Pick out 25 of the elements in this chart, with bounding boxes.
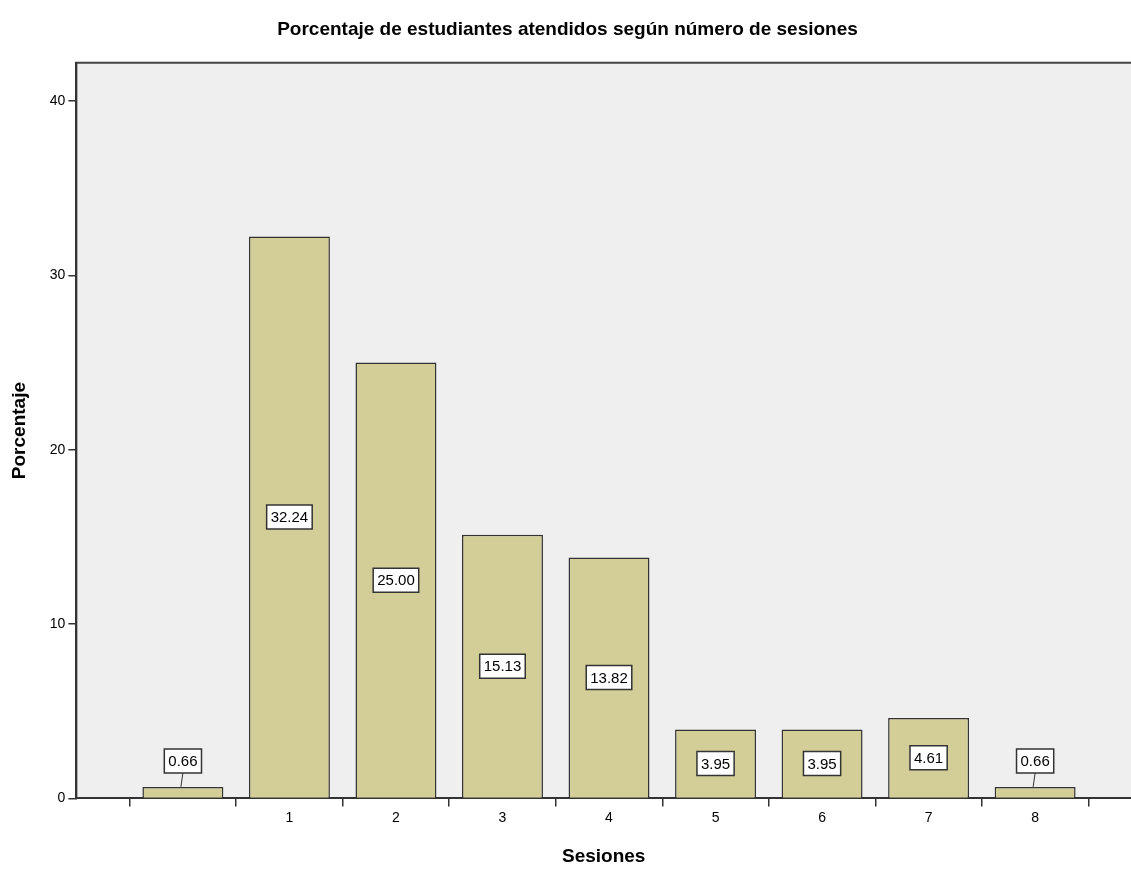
x-tick-label: 3 [498,808,507,825]
y-axis-title: Porcentaje [7,382,29,480]
x-tick-label: 1 [285,808,294,825]
data-label: 0.66 [168,752,198,770]
data-label: 25.00 [377,571,415,589]
x-tick-label: 4 [605,808,614,825]
x-tick-label: 6 [818,808,827,825]
y-tick-label: 20 [49,440,66,457]
x-tick-label: 5 [711,808,720,825]
y-tick-label: 40 [49,92,66,109]
data-label: 32.24 [270,508,309,526]
data-label: 15.13 [483,657,522,675]
y-tick-label: 0 [57,789,66,806]
data-label: 0.66 [1020,752,1050,770]
x-tick-label: 2 [392,808,401,825]
x-axis-title: Sesiones [561,844,646,866]
x-tick-label: 7 [924,808,933,825]
data-label: 3.95 [807,754,837,772]
data-label: 4.61 [914,748,944,766]
y-tick-label: 30 [49,266,66,283]
x-tick-label: 8 [1031,808,1040,825]
y-tick-label: 10 [49,614,66,631]
chart-title: Porcentaje de estudiantes atendidos según número de sesiones [277,17,858,39]
data-label: 13.82 [590,668,628,686]
data-label: 3.95 [700,754,731,772]
